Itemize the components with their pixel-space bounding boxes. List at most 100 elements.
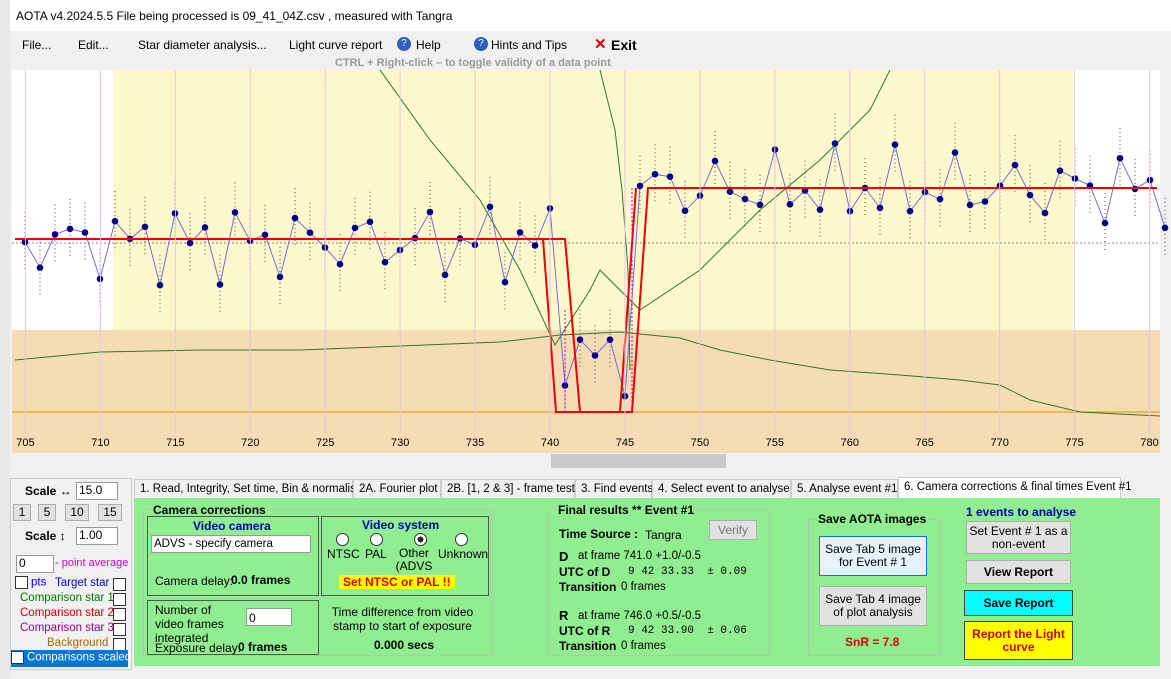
camera-select[interactable]: ADVS - specify camera — [151, 535, 311, 553]
x-tick-label: 755 — [766, 437, 784, 449]
report-light-curve[interactable]: Report the Light curve — [964, 621, 1073, 660]
save-report[interactable]: Save Report — [964, 590, 1073, 616]
point — [726, 188, 734, 195]
utc-d: 9 42 33.33 ± 0.09 — [628, 566, 747, 578]
check-comp1[interactable] — [113, 592, 129, 607]
preset-1[interactable]: 1 — [13, 504, 31, 521]
preset-10[interactable]: 10 — [65, 504, 89, 521]
comp3-label: Comparison star 3 — [20, 622, 114, 634]
d-frame: at frame 741.0 +1.0/-0.5 — [578, 550, 702, 562]
verify-button[interactable]: Verify — [709, 520, 757, 540]
avg-select[interactable]: 0 — [16, 555, 54, 573]
hint: CTRL + Right-click – to toggle validity … — [335, 57, 611, 69]
pal-label: PAL — [365, 547, 387, 561]
view-report[interactable]: View Report — [966, 560, 1071, 584]
point — [891, 141, 899, 148]
time-diff-label: Time difference from video stamp to star… — [331, 605, 474, 633]
scale-h-input[interactable]: 15.0 — [76, 482, 118, 500]
lower-region — [12, 330, 1160, 453]
x-tick-label: 780 — [1140, 437, 1158, 449]
point — [501, 278, 509, 286]
point — [1041, 209, 1049, 217]
utc-r: 9 42 33.90 ± 0.06 — [628, 625, 747, 637]
comp2-label: Comparison star 2 — [20, 607, 114, 619]
preset-5[interactable]: 5 — [38, 504, 56, 521]
time-source-label: Time Source : — [559, 527, 639, 541]
point — [291, 214, 299, 222]
frames-select[interactable]: 0 — [246, 608, 292, 626]
radio-ntsc[interactable] — [336, 533, 349, 546]
tab-1[interactable]: 1. Read, Integrity, Set time, Bin & norm… — [134, 479, 362, 499]
point — [1116, 154, 1124, 162]
point — [741, 195, 749, 203]
menu-hints[interactable]: Hints and Tips — [491, 38, 568, 52]
tab-2b[interactable]: 2B. [1, 2 & 3] - frame test — [441, 479, 575, 499]
tab-6[interactable]: 6. Camera corrections & final times Even… — [898, 477, 1132, 499]
point — [276, 273, 284, 281]
results-title: Final results ** Event #1 — [556, 503, 697, 517]
tab-2a[interactable]: 2A. Fourier plot — [353, 479, 441, 499]
point — [936, 195, 944, 203]
point — [531, 242, 539, 249]
point — [1161, 224, 1169, 232]
tab-4[interactable]: 4. Select event to analyse — [652, 479, 791, 499]
preset-15[interactable]: 15 — [98, 504, 122, 521]
point — [681, 207, 689, 215]
r-frame: at frame 746.0 +0.5/-0.5 — [578, 610, 702, 622]
point — [636, 182, 644, 190]
point — [111, 217, 119, 225]
tab-5[interactable]: 5. Analyse event #1 — [791, 479, 898, 499]
d-label: D — [559, 549, 569, 564]
save-tab5[interactable]: Save Tab 5 image for Event # 1 — [819, 536, 927, 576]
help-icon: ? — [397, 37, 411, 51]
point — [606, 336, 614, 344]
baseline-region — [113, 70, 1073, 330]
pts-label: pts — [31, 576, 47, 589]
menu-file[interactable]: File... — [22, 38, 52, 52]
check-comp2[interactable] — [113, 607, 129, 622]
scaled-label: Comparisons scaled — [27, 651, 132, 664]
tab-3[interactable]: 3. Find events — [575, 479, 653, 499]
x-tick-label: 770 — [990, 437, 1008, 449]
point — [951, 149, 959, 156]
scroll-thumb[interactable] — [551, 454, 726, 468]
scaled-check[interactable]: Comparisons scaled — [11, 650, 132, 667]
point — [81, 229, 89, 236]
delay-label: Camera delay: — [155, 574, 234, 588]
point — [141, 223, 149, 231]
camera-group — [143, 509, 493, 656]
menu-edit[interactable]: Edit... — [78, 38, 109, 52]
check-comp3[interactable] — [113, 622, 129, 637]
radio-other[interactable] — [414, 533, 427, 546]
scale-h-label: Scale ↔ — [25, 484, 72, 498]
point — [156, 281, 164, 289]
x-tick-label: 735 — [466, 437, 484, 449]
menu-report[interactable]: Light curve report — [289, 38, 383, 52]
menu-exit[interactable]: Exit — [611, 37, 637, 53]
radio-unknown[interactable] — [455, 533, 468, 546]
x-tick-label: 775 — [1065, 437, 1083, 449]
x-tick-label: 715 — [166, 437, 184, 449]
point — [381, 258, 389, 266]
save-tab4[interactable]: Save Tab 4 image of plot analysis — [819, 586, 927, 626]
menu-help[interactable]: Help — [416, 38, 441, 52]
frames-box — [147, 600, 319, 655]
scale-v-input[interactable]: 1.00 — [76, 527, 118, 545]
pts-check[interactable]: pts — [15, 576, 46, 589]
point — [486, 203, 494, 211]
radio-pal[interactable] — [370, 533, 383, 546]
check-target[interactable] — [113, 577, 129, 592]
utc-d-label: UTC of D — [559, 565, 611, 579]
point — [981, 198, 989, 205]
point — [816, 206, 824, 213]
exit-icon: ✕ — [594, 36, 607, 53]
x-tick-label: 740 — [541, 437, 559, 449]
point — [591, 352, 599, 359]
avg-label: - point average — [55, 557, 129, 569]
point — [216, 281, 224, 288]
point — [66, 225, 74, 233]
menu-star[interactable]: Star diameter analysis... — [138, 38, 267, 52]
non-event-button[interactable]: Set Event # 1 as a non-event — [966, 521, 1071, 554]
time-diff-value: 0.000 secs — [374, 638, 435, 652]
